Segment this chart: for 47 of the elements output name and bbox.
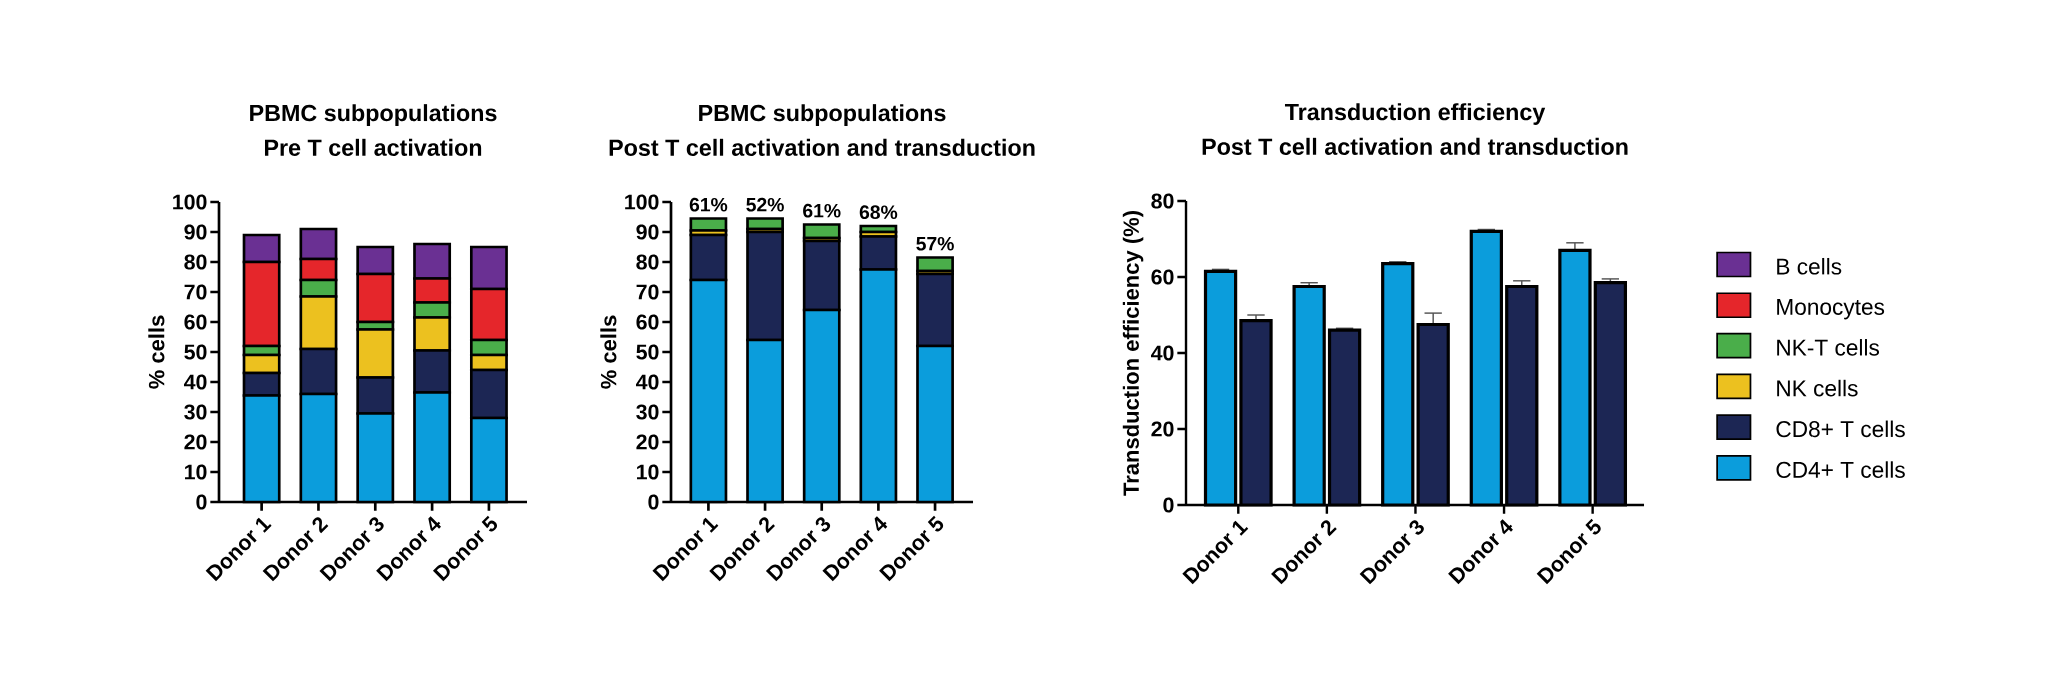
annotation: 61%: [803, 203, 841, 218]
y-tick-label: 30: [184, 404, 207, 420]
y-tick-label: 40: [635, 374, 659, 390]
annotation: 68%: [859, 205, 898, 220]
y-tick-label: 70: [636, 284, 659, 300]
legend-label: B cells: [1777, 257, 1842, 275]
y-tick-label: 40: [183, 374, 207, 390]
legend-label: CD8+ T cells: [1776, 420, 1905, 438]
y-tick-label: 70: [184, 284, 207, 300]
y-tick-label: 0: [1163, 497, 1174, 513]
legend-label: NK cells: [1777, 379, 1858, 397]
y-tick-label: 90: [636, 224, 659, 240]
y-tick-label: 0: [196, 494, 207, 510]
y-axis-title: Transduction efficiency (%): [1122, 211, 1144, 496]
y-tick-label: 20: [1151, 421, 1174, 437]
y-axis-title: % cells: [600, 315, 617, 389]
legend-label: CD4+ T cells: [1776, 461, 1905, 478]
y-tick-label: 80: [1151, 193, 1174, 209]
y-axis-title: % cells: [148, 315, 165, 389]
y-tick-label: 20: [184, 434, 207, 450]
y-tick-label: 30: [636, 404, 659, 420]
y-tick-label: 60: [636, 314, 659, 330]
annotation: 52%: [746, 197, 784, 212]
chart-title: PBMC subpopulations: [250, 104, 497, 126]
y-tick-label: 90: [184, 224, 207, 240]
chart-subtitle: Pre T cell activation: [264, 138, 482, 156]
chart-title: PBMC subpopulations: [699, 104, 946, 126]
annotation: 61%: [689, 197, 728, 212]
y-tick-label: 10: [637, 464, 659, 480]
y-tick-label: 80: [184, 254, 207, 270]
y-tick-label: 60: [184, 314, 207, 330]
legend-label: NK-T cells: [1777, 339, 1880, 356]
y-tick-label: 40: [1151, 345, 1174, 361]
y-tick-label: 50: [636, 344, 659, 360]
chart-subtitle: Post T cell activation and transduction: [1202, 137, 1628, 155]
chart-title: Transduction efficiency: [1284, 103, 1546, 125]
y-tick-label: 100: [625, 194, 659, 210]
chart-subtitle: Post T cell activation and transduction: [609, 138, 1035, 156]
y-tick-label: 80: [636, 254, 659, 270]
y-tick-label: 60: [1151, 269, 1174, 285]
y-tick-label: 10: [185, 464, 207, 480]
legend-label: Monocytes: [1777, 299, 1885, 320]
y-tick-label: 50: [184, 344, 207, 360]
annotation: 57%: [916, 236, 954, 251]
y-tick-label: 0: [648, 494, 659, 510]
y-tick-label: 100: [173, 194, 207, 210]
y-tick-label: 20: [636, 434, 659, 450]
